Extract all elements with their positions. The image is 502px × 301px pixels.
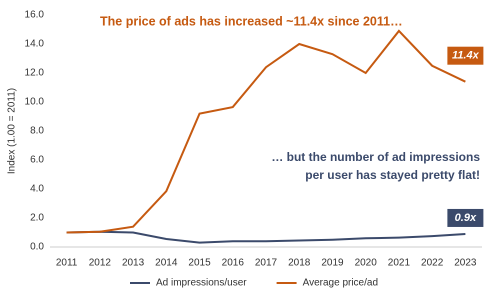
y-tick-label: 6.0 [30,155,44,166]
legend-label: Ad impressions/user [156,278,247,289]
x-tick-label: 2021 [388,258,411,269]
x-tick-label: 2013 [122,258,145,269]
value-label-box [447,46,484,65]
x-tick-label: 2023 [454,258,477,269]
y-tick-label: 2.0 [30,213,44,224]
series-line [66,29,466,234]
x-tick-label: 2015 [188,258,211,269]
y-tick-label: 4.0 [30,184,44,195]
y-tick-label: 16.0 [25,10,45,21]
legend-label: Average price/ad [303,278,378,289]
y-tick-label: 0.0 [30,242,44,253]
value-label-group: 11.4x [447,46,484,65]
y-tick-label: 12.0 [25,68,45,79]
x-tick-label: 2017 [255,258,278,269]
annotation: per user has stayed pretty flat! [305,168,480,182]
x-tick-label: 2012 [89,258,112,269]
x-tick-label: 2011 [56,258,78,269]
value-label: 11.4x [452,50,480,62]
chart-title: The price of ads has increased ~11.4x si… [100,14,403,28]
value-label-group: 0.9x [447,208,484,227]
series-line [66,230,466,244]
value-label: 0.9x [455,212,477,224]
y-tick-label: 8.0 [30,126,44,137]
y-tick-label: 10.0 [25,97,45,108]
y-axis-label: Index (1.00 = 2011) [7,88,18,174]
value-label-box [447,208,484,227]
y-tick-label: 14.0 [25,39,45,50]
x-tick-label: 2014 [155,258,178,269]
annotation: … but the number of ad impressions [271,150,480,164]
x-tick-label: 2016 [222,258,245,269]
x-tick-label: 2022 [421,258,444,269]
x-tick-label: 2020 [355,258,378,269]
x-tick-label: 2019 [321,258,344,269]
x-tick-label: 2018 [288,258,311,269]
